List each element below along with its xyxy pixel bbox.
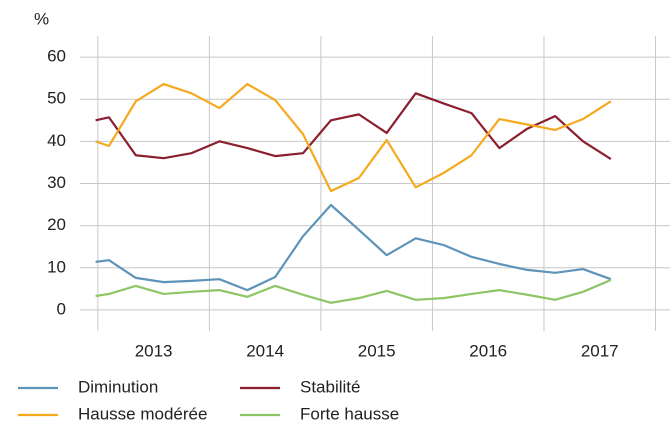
series-line <box>95 92 612 160</box>
legend-label: Diminution <box>78 377 158 396</box>
x-tick-label: 2014 <box>246 341 284 360</box>
x-tick-label: 2017 <box>581 341 619 360</box>
y-axis-label: % <box>34 9 49 28</box>
x-tick-label: 2015 <box>358 341 396 360</box>
y-tick-label: 10 <box>47 257 66 276</box>
series-line <box>95 82 612 193</box>
y-tick-label: 30 <box>47 173 66 192</box>
y-tick-label: 50 <box>47 89 66 108</box>
legend-label: Forte hausse <box>300 404 399 423</box>
y-tick-label: 0 <box>57 299 66 318</box>
y-tick-label: 60 <box>47 47 66 66</box>
series-line <box>95 278 612 304</box>
x-tick-label: 2016 <box>469 341 507 360</box>
legend-label: Stabilité <box>300 377 360 396</box>
series-line <box>95 203 612 292</box>
x-tick-label: 2013 <box>135 341 173 360</box>
y-tick-label: 40 <box>47 131 66 150</box>
legend-label: Hausse modérée <box>78 404 207 423</box>
y-tick-label: 20 <box>47 215 66 234</box>
